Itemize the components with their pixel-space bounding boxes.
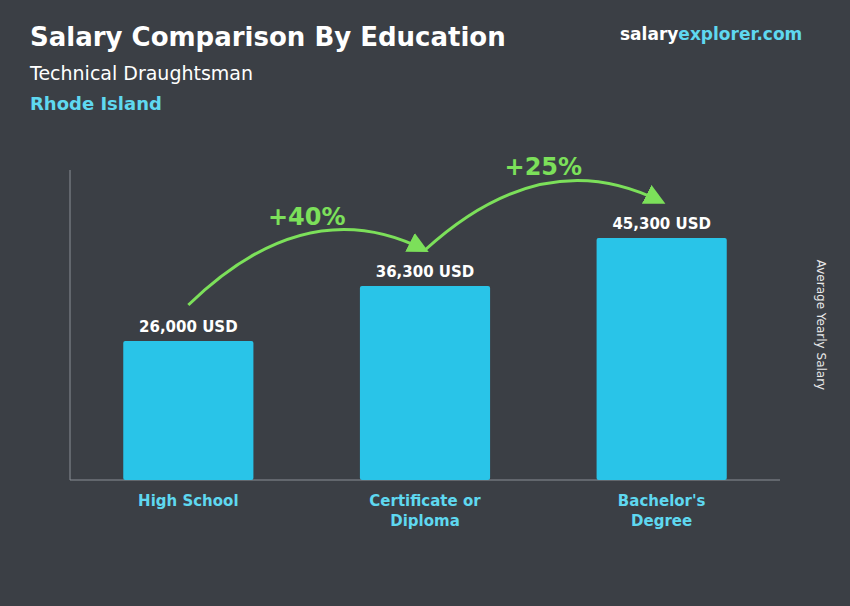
source-part: salary xyxy=(620,24,678,44)
chart-container: Salary Comparison By Education Technical … xyxy=(0,0,850,606)
data-label: 26,000 USD xyxy=(139,318,238,336)
x-tick-label-line: High School xyxy=(138,492,238,510)
y-axis-line xyxy=(70,170,71,480)
bars xyxy=(123,238,727,480)
bar xyxy=(597,238,727,480)
data-label: 36,300 USD xyxy=(376,263,475,281)
y-axis-label: Average Yearly Salary xyxy=(814,260,828,390)
change-label: +25% xyxy=(505,153,583,181)
source-part: explorer.com xyxy=(678,24,802,44)
chart-svg: Salary Comparison By Education Technical … xyxy=(0,0,850,606)
bar xyxy=(123,341,253,480)
x-tick-label-line: Degree xyxy=(631,512,692,530)
bar xyxy=(360,286,490,480)
x-tick-label-line: Bachelor's xyxy=(618,492,706,510)
background xyxy=(0,0,850,606)
x-tick-label: High School xyxy=(138,492,238,510)
change-arrow xyxy=(188,229,425,305)
source: salaryexplorer.com xyxy=(620,24,802,44)
change-arrow xyxy=(425,180,662,250)
x-tick-label-line: Certificate or xyxy=(369,492,481,510)
location: Rhode Island xyxy=(30,93,162,114)
x-tick-label: Certificate or Diploma xyxy=(369,492,481,530)
x-tick-label: Bachelor's Degree xyxy=(618,492,706,530)
data-label: 45,300 USD xyxy=(612,215,711,233)
subtitle: Technical Draughtsman xyxy=(29,62,253,84)
title: Salary Comparison By Education xyxy=(30,22,506,52)
x-tick-label-line: Diploma xyxy=(390,512,460,530)
change-label: +40% xyxy=(268,203,346,231)
